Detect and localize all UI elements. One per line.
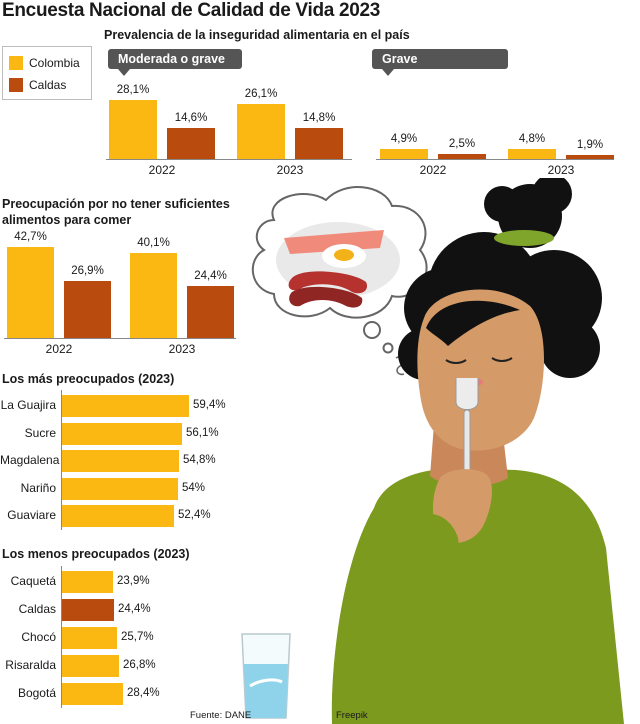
category-label-caldas: Caldas (18, 602, 56, 616)
value-label-nari-o: 54% (182, 481, 206, 494)
legend-item-colombia: Colombia (9, 55, 80, 71)
value-label-la-guajira: 59,4% (193, 399, 226, 411)
right-eye (491, 357, 513, 362)
shirt (331, 468, 624, 724)
bar-worry-colombia-2022 (7, 247, 54, 338)
bar-least-risaralda (62, 655, 119, 677)
year-label-worry-2023: 2023 (168, 342, 196, 356)
value-label-caquet-: 23,9% (117, 575, 150, 587)
bar-most-guaviare (62, 505, 174, 527)
category-label-magdalena: Magdalena (0, 453, 60, 467)
value-label-magdalena: 54,8% (183, 454, 216, 466)
bar-moderada-caldas-2022 (167, 128, 215, 159)
value-label-grave-colombia-2023: 4,8% (518, 133, 546, 145)
chart-most-worried-title: Los más preocupados (2023) (2, 372, 175, 386)
legend-item-caldas: Caldas (9, 77, 66, 93)
year-label-worry-2022: 2022 (45, 342, 73, 356)
source-note: Fuente: DANE (190, 710, 252, 721)
x-axis-moderada (106, 159, 352, 160)
x-axis-grave (376, 159, 614, 160)
panel-tag-moderada: Moderada o grave (108, 49, 242, 76)
chart-least-worried-title: Los menos preocupados (2023) (2, 547, 190, 561)
value-label-worry-caldas-2023: 24,4% (194, 270, 227, 282)
value-label-caldas: 24,4% (118, 603, 151, 615)
legend: Colombia Caldas (2, 46, 92, 100)
value-label-worry-colombia-2023: 40,1% (137, 237, 170, 249)
year-label-grave-2023: 2023 (547, 163, 575, 177)
category-label-nari-o: Nariño (20, 480, 56, 495)
image-credit: Freepik (336, 710, 368, 721)
value-label-worry-colombia-2022: 42,7% (14, 231, 47, 243)
bar-most-magdalena (62, 450, 179, 472)
category-label-caquet-: Caquetá (10, 574, 56, 588)
bar-moderada-colombia-2022 (109, 100, 157, 159)
x-axis-worry (4, 338, 236, 339)
year-label-grave-2022: 2022 (419, 163, 447, 177)
legend-label-colombia: Colombia (29, 56, 80, 70)
bar-grave-colombia-2023 (508, 149, 556, 159)
value-label-moderada-caldas-2023: 14,8% (302, 112, 336, 124)
bar-most-nari-o (62, 477, 178, 500)
value-label-grave-caldas-2022: 2,5% (448, 138, 476, 150)
bar-most-la-guajira (62, 395, 189, 417)
value-label-grave-caldas-2023: 1,9% (576, 139, 604, 151)
bar-worry-colombia-2023 (130, 253, 177, 338)
value-label-moderada-colombia-2022: 28,1% (116, 84, 150, 96)
chart-prevalence-title: Prevalencia de la inseguridad alimentari… (104, 28, 410, 42)
sleeve (412, 514, 466, 618)
left-eye (445, 359, 467, 364)
bar-grave-caldas-2022 (438, 154, 486, 159)
category-label-choc-: Chocó (21, 630, 56, 644)
bar-grave-caldas-2023 (566, 155, 614, 159)
value-label-guaviare: 52,4% (178, 509, 211, 521)
value-label-worry-caldas-2022: 26,9% (71, 265, 104, 277)
value-label-sucre: 56,1% (186, 426, 219, 439)
category-label-bogot-: Bogotá (17, 686, 56, 700)
bar-moderada-caldas-2023 (295, 128, 343, 159)
bar-least-caldas (62, 599, 114, 621)
value-label-moderada-caldas-2022: 14,6% (174, 112, 208, 124)
page-title: Encuesta Nacional de Calidad de Vida 202… (2, 0, 381, 21)
water-glass (241, 633, 291, 719)
legend-label-caldas: Caldas (29, 78, 67, 92)
bar-worry-caldas-2023 (187, 286, 234, 338)
category-label-risaralda: Risaralda (5, 658, 56, 672)
y-axis-most (61, 390, 62, 530)
bar-least-choc- (62, 627, 117, 649)
hair-fringe (426, 300, 520, 346)
value-label-bogot-: 28,4% (127, 687, 160, 699)
year-label-moderada-2022: 2022 (148, 163, 176, 177)
value-label-moderada-colombia-2023: 26,1% (244, 88, 278, 100)
category-label-sucre: Sucre (24, 425, 56, 440)
woman-illustration (241, 178, 624, 724)
legend-swatch-colombia (9, 56, 23, 70)
year-label-moderada-2023: 2023 (276, 163, 304, 177)
bar-moderada-colombia-2023 (237, 104, 285, 159)
category-label-guaviare: Guaviare (7, 508, 56, 522)
legend-swatch-caldas (9, 78, 23, 92)
y-axis-least (61, 566, 62, 708)
chart-worry-title: Preocupación por no tener suficientes al… (2, 197, 230, 227)
bar-least-caquet- (62, 571, 113, 593)
bar-worry-caldas-2022 (64, 281, 111, 338)
fork (455, 378, 479, 481)
category-label-la-guajira: La Guajira (0, 398, 56, 412)
panel-tag-grave: Grave (372, 49, 508, 76)
value-label-choc-: 25,7% (121, 631, 154, 643)
value-label-grave-colombia-2022: 4,9% (390, 133, 418, 145)
value-label-risaralda: 26,8% (123, 659, 156, 671)
bar-least-bogot- (62, 683, 123, 705)
bar-grave-colombia-2022 (380, 149, 428, 159)
bar-most-sucre (62, 422, 182, 445)
food-plate (276, 222, 400, 308)
